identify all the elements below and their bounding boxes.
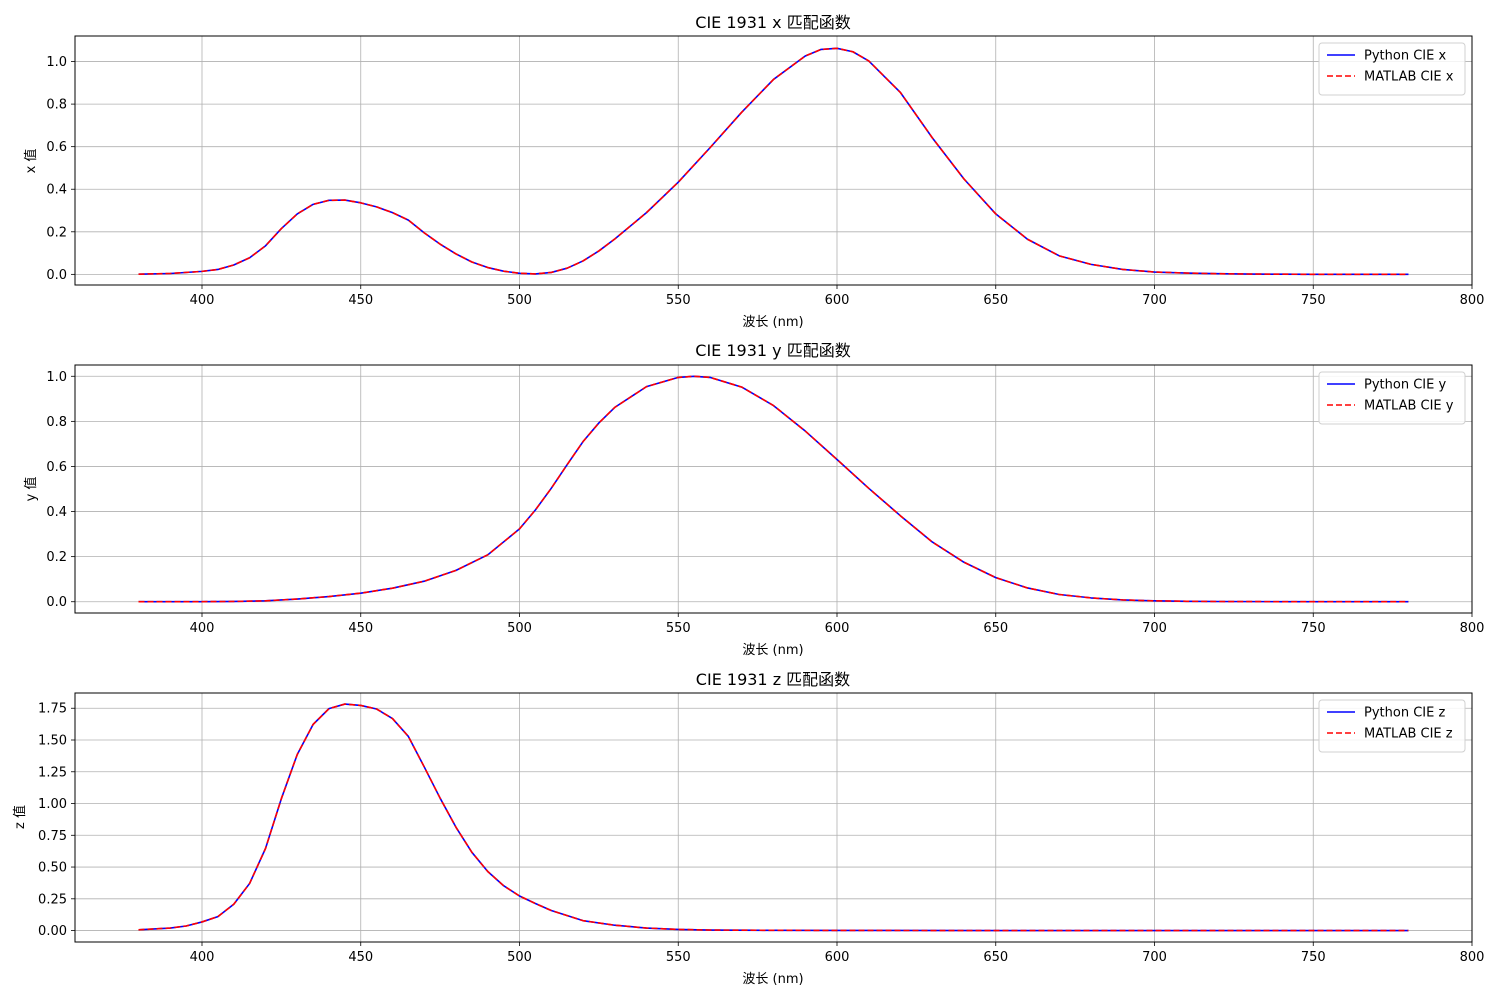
legend-label: Python CIE x bbox=[1364, 49, 1446, 64]
legend-box bbox=[1318, 699, 1466, 753]
y-tick-label: 1.00 bbox=[38, 797, 67, 812]
x-tick-label: 500 bbox=[507, 950, 532, 965]
legend: Python CIE y MATLAB CIE y bbox=[1318, 371, 1466, 425]
x-tick-label: 400 bbox=[190, 950, 215, 965]
x-tick-label: 450 bbox=[348, 950, 373, 965]
chart-title: CIE 1931 x 匹配函数 bbox=[695, 13, 850, 32]
y-tick-label: 0.0 bbox=[46, 595, 67, 610]
y-axis-label: y 值 bbox=[23, 477, 39, 502]
x-tick-label: 650 bbox=[983, 621, 1008, 636]
x-tick-label: 500 bbox=[507, 621, 532, 636]
y-tick-label: 0.2 bbox=[46, 225, 67, 240]
legend-label: MATLAB CIE y bbox=[1364, 399, 1454, 414]
y-tick-label: 0.4 bbox=[46, 183, 67, 198]
chart-panel-y: CIE 1931 y 匹配函数 波长 (nm) y 值 400 450 500 550… bbox=[23, 341, 1484, 658]
y-tick-label: 0.50 bbox=[38, 861, 67, 876]
x-tick-label: 750 bbox=[1301, 293, 1326, 308]
y-tick-label: 0.2 bbox=[46, 550, 67, 565]
x-tick-label: 600 bbox=[825, 293, 850, 308]
plot-area: 400 450 500 550 600 650 700 750 800 0.00 0.25 0.50 0… bbox=[38, 692, 1485, 965]
x-tick-label: 400 bbox=[190, 293, 215, 308]
y-tick-label: 0.8 bbox=[46, 415, 67, 430]
y-tick-label: 0.4 bbox=[46, 505, 67, 520]
plot-area: 400 450 500 550 600 650 700 750 800 0.0 0.2 0.4 0.6 0… bbox=[46, 364, 1485, 636]
y-tick-label: 1.0 bbox=[46, 55, 67, 70]
plot-area: 400 450 500 550 600 650 700 750 800 0.0 0.2 0.4 0.6 0… bbox=[46, 35, 1485, 308]
y-tick-label: 1.0 bbox=[46, 370, 67, 385]
chart-panel-z: CIE 1931 z 匹配函数 波长 (nm) z 值 400 450 500 550… bbox=[12, 670, 1484, 987]
y-tick-label: 0.25 bbox=[38, 892, 67, 907]
chart-title: CIE 1931 y 匹配函数 bbox=[695, 341, 850, 360]
x-tick-label: 800 bbox=[1460, 950, 1485, 965]
x-axis-label: 波长 (nm) bbox=[742, 972, 803, 987]
x-tick-label: 450 bbox=[348, 293, 373, 308]
y-axis-label: z 值 bbox=[12, 805, 28, 829]
x-tick-label: 700 bbox=[1142, 293, 1167, 308]
x-tick-label: 450 bbox=[348, 621, 373, 636]
axes-frame bbox=[74, 364, 1473, 614]
legend-label: MATLAB CIE z bbox=[1364, 727, 1453, 742]
x-axis-label: 波长 (nm) bbox=[742, 315, 803, 330]
y-tick-label: 0.6 bbox=[46, 460, 67, 475]
x-tick-label: 750 bbox=[1301, 950, 1326, 965]
chart-title: CIE 1931 z 匹配函数 bbox=[696, 670, 850, 689]
x-tick-label: 650 bbox=[983, 293, 1008, 308]
y-tick-label: 0.8 bbox=[46, 98, 67, 113]
x-tick-label: 550 bbox=[666, 293, 691, 308]
y-tick-label: 0.75 bbox=[38, 829, 67, 844]
x-tick-label: 700 bbox=[1142, 621, 1167, 636]
series-line bbox=[138, 47, 1409, 276]
x-tick-label: 550 bbox=[666, 950, 691, 965]
series-line bbox=[138, 375, 1409, 603]
y-tick-label: 1.50 bbox=[38, 734, 67, 749]
series-line bbox=[138, 47, 1409, 276]
x-tick-label: 750 bbox=[1301, 621, 1326, 636]
y-tick-label: 0.00 bbox=[38, 924, 67, 939]
legend-label: MATLAB CIE x bbox=[1364, 70, 1454, 85]
x-tick-label: 650 bbox=[983, 950, 1008, 965]
axes-frame bbox=[74, 692, 1473, 943]
legend-label: Python CIE y bbox=[1364, 378, 1446, 393]
x-tick-label: 700 bbox=[1142, 950, 1167, 965]
legend: Python CIE z MATLAB CIE z bbox=[1318, 699, 1466, 753]
legend-box bbox=[1318, 42, 1466, 96]
legend-box bbox=[1318, 371, 1466, 425]
x-tick-label: 800 bbox=[1460, 293, 1485, 308]
x-tick-label: 400 bbox=[190, 621, 215, 636]
x-tick-label: 550 bbox=[666, 621, 691, 636]
series-line bbox=[138, 375, 1409, 603]
y-tick-label: 1.25 bbox=[38, 765, 67, 780]
x-tick-label: 600 bbox=[825, 621, 850, 636]
chart-panel-x: CIE 1931 x 匹配函数 波长 (nm) x 值 400 450 500 550… bbox=[23, 13, 1484, 330]
y-tick-label: 1.75 bbox=[38, 702, 67, 717]
x-tick-label: 500 bbox=[507, 293, 532, 308]
legend-label: Python CIE z bbox=[1364, 706, 1445, 721]
axes-frame bbox=[74, 35, 1473, 286]
legend: Python CIE x MATLAB CIE x bbox=[1318, 42, 1466, 96]
x-tick-label: 800 bbox=[1460, 621, 1485, 636]
series-line bbox=[138, 703, 1409, 932]
x-axis-label: 波长 (nm) bbox=[742, 643, 803, 658]
y-axis-label: x 值 bbox=[23, 149, 39, 174]
series-line bbox=[138, 703, 1409, 932]
x-tick-label: 600 bbox=[825, 950, 850, 965]
y-tick-label: 0.0 bbox=[46, 268, 67, 283]
y-tick-label: 0.6 bbox=[46, 140, 67, 155]
